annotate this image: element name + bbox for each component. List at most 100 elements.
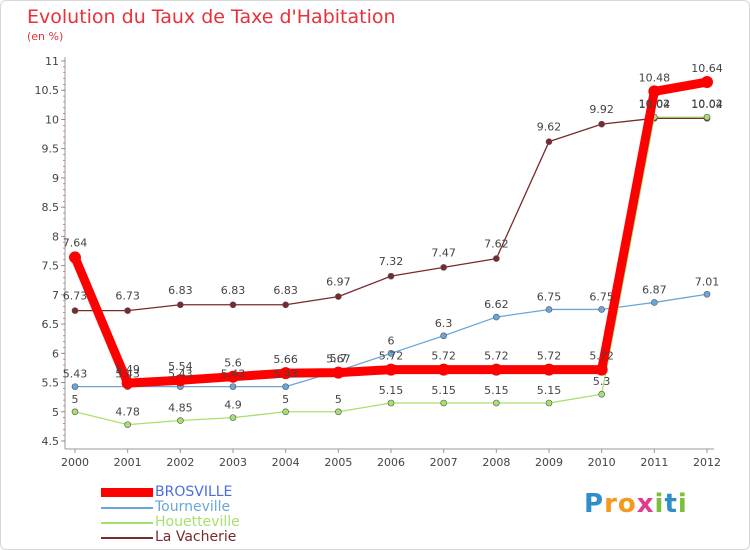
legend-item-tourneville: Tourneville xyxy=(101,499,321,515)
data-label: 5.15 xyxy=(431,384,456,397)
data-label: 7.47 xyxy=(431,246,456,259)
data-label: 5.15 xyxy=(537,384,562,397)
y-tick-label: 5 xyxy=(52,406,59,419)
data-label: 6.83 xyxy=(168,284,193,297)
data-label: 10.64 xyxy=(691,62,723,75)
data-point xyxy=(124,421,131,428)
y-tick-label: 9.5 xyxy=(42,143,60,156)
legend-item-la-vacherie: La Vacherie xyxy=(101,529,321,545)
data-point xyxy=(490,363,503,376)
legend-label: Houetteville xyxy=(155,514,240,530)
x-tick-label: 2007 xyxy=(430,456,458,469)
data-point xyxy=(543,363,555,376)
data-label: 5.43 xyxy=(168,368,193,381)
legend-label: La Vacherie xyxy=(155,529,237,545)
proxiti-logo: Proxiti xyxy=(584,489,688,519)
data-point xyxy=(545,138,553,145)
data-point xyxy=(332,366,345,379)
chart-title: Evolution du Taux de Taxe d'Habitation xyxy=(27,6,396,28)
data-point xyxy=(493,399,500,407)
data-label: 6.83 xyxy=(273,284,298,297)
data-point xyxy=(71,408,79,416)
data-label: 5.72 xyxy=(379,350,404,363)
legend-label: Tourneville xyxy=(155,499,231,515)
series-line-la-vacherie xyxy=(74,117,708,312)
data-point xyxy=(227,370,239,383)
data-label: 6 xyxy=(388,334,395,347)
data-label: 5.43 xyxy=(115,368,140,381)
data-point xyxy=(545,399,553,407)
data-point xyxy=(69,251,81,264)
y-tick-label: 6 xyxy=(52,347,59,360)
logo-letter: o xyxy=(617,489,637,519)
data-label: 5.43 xyxy=(273,368,298,381)
data-point xyxy=(703,113,711,121)
y-tick-label: 7.5 xyxy=(42,260,60,273)
y-tick-label: 10 xyxy=(45,113,59,126)
data-label: 4.78 xyxy=(115,406,140,419)
data-label: 5.72 xyxy=(537,350,562,363)
chart-legend: BROSVILLE Tourneville Houetteville La Vache… xyxy=(101,484,321,545)
data-point xyxy=(335,408,342,416)
data-label: 5.67 xyxy=(326,353,351,366)
x-tick-label: 2009 xyxy=(535,456,563,469)
data-point xyxy=(282,383,289,390)
data-point xyxy=(387,350,395,357)
data-point xyxy=(440,332,447,340)
data-point xyxy=(598,390,605,398)
data-point xyxy=(229,301,237,309)
data-point xyxy=(71,383,79,390)
data-point xyxy=(598,120,605,128)
data-label: 10.02 xyxy=(691,97,723,110)
data-label: 5 xyxy=(72,393,79,406)
data-label: 4.85 xyxy=(168,402,193,415)
data-label: 5 xyxy=(282,393,289,406)
data-label: 6.87 xyxy=(642,283,667,296)
data-point xyxy=(335,293,342,300)
y-tick-label: 9 xyxy=(52,172,59,185)
data-label: 9.92 xyxy=(589,103,614,116)
data-label: 10.02 xyxy=(639,97,671,110)
legend-label: BROSVILLE xyxy=(155,484,233,500)
data-label: 5 xyxy=(335,393,342,406)
y-tick-label: 8 xyxy=(52,230,59,243)
data-point xyxy=(124,307,131,314)
data-point xyxy=(385,363,397,376)
x-tick-label: 2002 xyxy=(166,456,194,469)
data-point xyxy=(229,414,237,421)
y-tick-label: 10.5 xyxy=(35,84,60,97)
data-point xyxy=(282,408,289,416)
legend-item-houetteville: Houetteville xyxy=(101,514,321,530)
data-label: 5.6 xyxy=(224,357,242,370)
data-point xyxy=(648,85,661,98)
data-label: 5.54 xyxy=(168,360,193,373)
y-tick-label: 6.5 xyxy=(42,318,60,331)
logo-letter: t xyxy=(664,489,678,519)
data-point xyxy=(703,290,711,298)
legend-swatch xyxy=(101,488,153,497)
data-label: 5.15 xyxy=(379,384,404,397)
data-label: 5.7 xyxy=(330,352,348,365)
data-label: 10.04 xyxy=(639,98,671,111)
x-tick-label: 2010 xyxy=(588,456,616,469)
data-point xyxy=(440,264,447,271)
logo-letter: P xyxy=(584,489,605,519)
data-label: 6.83 xyxy=(221,284,246,297)
data-label: 5.43 xyxy=(63,368,88,381)
data-label: 7.01 xyxy=(695,275,720,288)
x-tick-label: 2003 xyxy=(219,456,247,469)
x-tick-label: 2006 xyxy=(377,456,405,469)
data-point xyxy=(177,417,184,424)
data-point xyxy=(282,301,289,309)
x-tick-label: 2012 xyxy=(693,456,721,469)
x-tick-label: 2008 xyxy=(482,456,510,469)
data-label: 5.3 xyxy=(593,375,611,388)
legend-item-brosville: BROSVILLE xyxy=(101,484,321,500)
y-tick-label: 8.5 xyxy=(42,201,60,214)
data-label: 6.75 xyxy=(537,290,562,303)
data-point xyxy=(595,363,608,376)
data-label: 4.9 xyxy=(224,399,242,412)
data-label: 6.3 xyxy=(435,317,453,330)
data-label: 5.72 xyxy=(484,350,509,363)
data-point xyxy=(598,306,605,313)
